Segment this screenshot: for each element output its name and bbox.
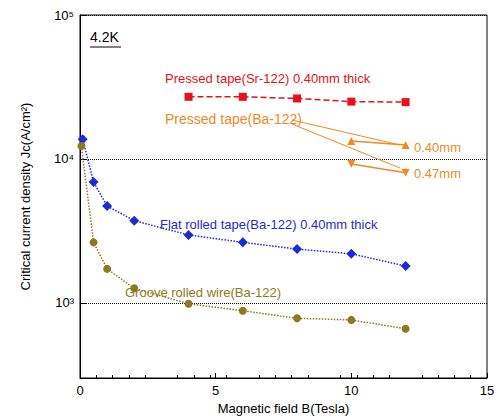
- svg-text:0.40mm: 0.40mm: [414, 140, 461, 155]
- svg-text:Flat rolled tape(Ba-122) 0.40m: Flat rolled tape(Ba-122) 0.40mm thick: [160, 217, 378, 232]
- svg-text:10: 10: [344, 383, 358, 398]
- svg-text:15: 15: [480, 383, 494, 398]
- svg-text:5: 5: [212, 383, 219, 398]
- svg-text:0: 0: [76, 383, 83, 398]
- svg-text:Pressed tape(Ba-122): Pressed tape(Ba-122): [165, 111, 302, 127]
- svg-text:Magnetic field B(Tesla): Magnetic field B(Tesla): [218, 401, 350, 416]
- svg-text:4.2K: 4.2K: [90, 29, 119, 45]
- svg-text:Groove rolled wire(Ba-122): Groove rolled wire(Ba-122): [125, 285, 281, 300]
- svg-text:10³: 10³: [55, 295, 74, 310]
- svg-text:Critical current density Jc(A/: Critical current density Jc(A/cm²): [18, 103, 33, 291]
- svg-text:10⁵: 10⁵: [54, 8, 74, 23]
- svg-text:Pressed tape(Sr-122) 0.40mm th: Pressed tape(Sr-122) 0.40mm thick: [165, 71, 371, 86]
- svg-text:0.47mm: 0.47mm: [414, 166, 461, 181]
- svg-text:10⁴: 10⁴: [54, 151, 74, 166]
